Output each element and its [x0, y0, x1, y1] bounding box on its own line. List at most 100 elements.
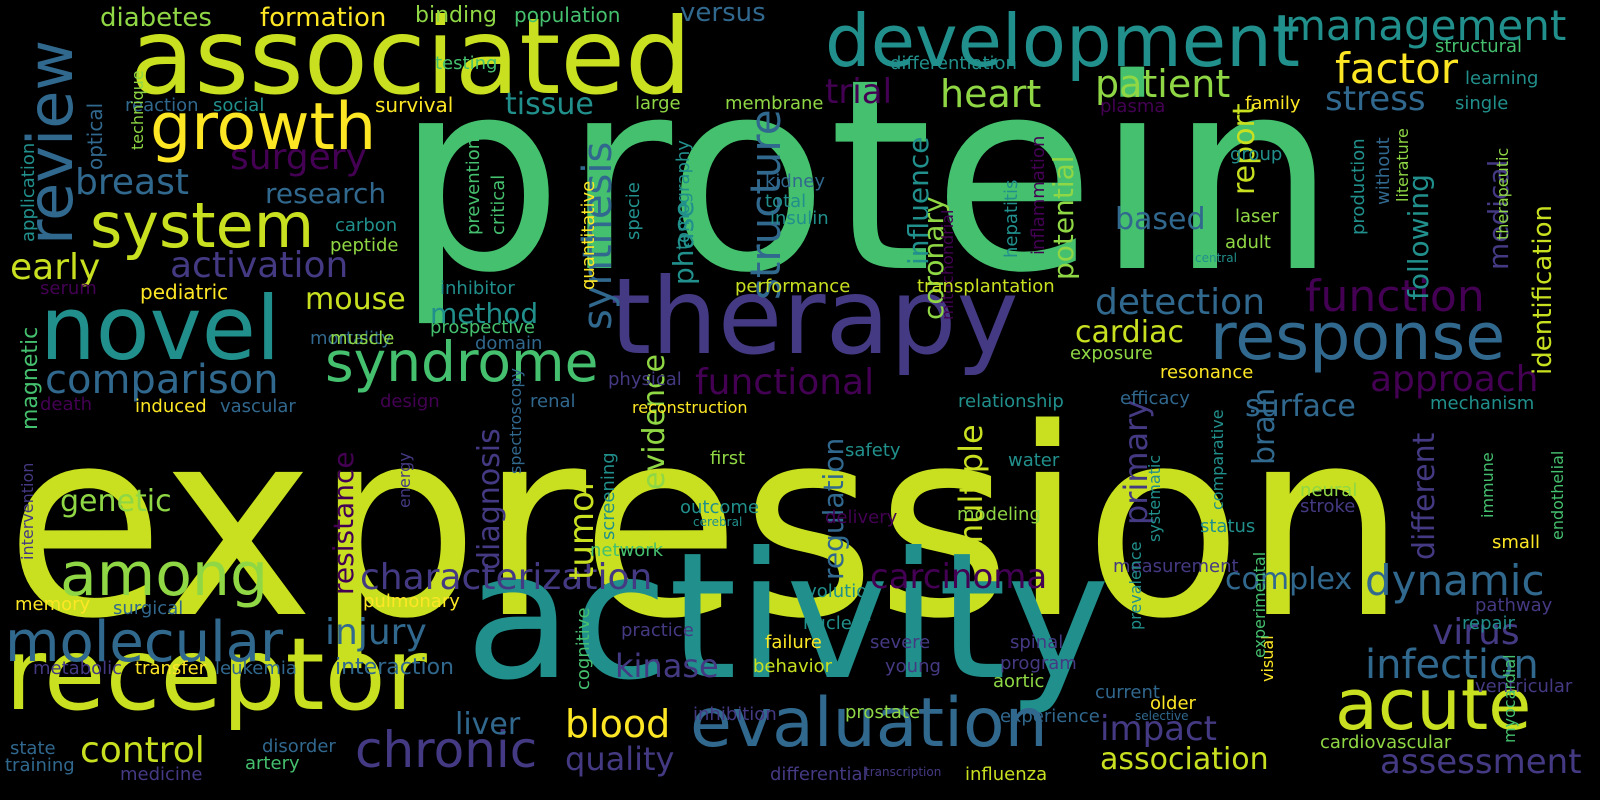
word-novel: novel	[40, 277, 281, 380]
word-domain: domain	[475, 333, 543, 354]
word-resistance: resistance	[327, 451, 360, 595]
word-carcinoma: carcinoma	[870, 557, 1048, 597]
word-cognitive: cognitive	[573, 607, 594, 690]
word-therapy: therapy	[610, 256, 1019, 378]
word-heart: heart	[940, 72, 1042, 116]
word-formation: formation	[260, 3, 387, 33]
word-aortic: aortic	[993, 671, 1045, 692]
word-young: young	[885, 656, 941, 677]
word-influenza: influenza	[965, 764, 1048, 785]
word-liver: liver	[455, 707, 521, 742]
word-prevention: prevention	[463, 137, 484, 235]
word-impact: impact	[1100, 709, 1218, 749]
word-management: management	[1285, 1, 1567, 50]
word-reaction: reaction	[125, 95, 199, 116]
word-muscle: muscle	[330, 328, 395, 349]
word-pathway: pathway	[1475, 595, 1553, 616]
word-modeling: modeling	[957, 504, 1041, 525]
word-membrane: membrane	[725, 93, 824, 114]
word-water: water	[1008, 450, 1060, 471]
word-systematic: systematic	[1145, 454, 1164, 542]
word-stress: stress	[1325, 79, 1426, 119]
word-multiple: multiple	[952, 424, 990, 555]
word-reconstruction: reconstruction	[632, 398, 748, 417]
word-peptide: peptide	[330, 235, 399, 256]
word-technique: technique	[128, 70, 147, 150]
word-mechanism: mechanism	[1430, 393, 1535, 414]
word-screening: screening	[598, 452, 619, 540]
word-physical: physical	[608, 369, 682, 390]
word-activation: activation	[170, 245, 349, 286]
word-safety: safety	[845, 440, 901, 461]
word-outcome: outcome	[680, 497, 759, 518]
word-cardiovascular: cardiovascular	[1320, 732, 1452, 753]
word-dynamic: dynamic	[1365, 556, 1545, 605]
word-assessment: assessment	[1380, 742, 1582, 782]
word-carbon: carbon	[335, 215, 398, 236]
word-chronic: chronic	[355, 721, 538, 779]
word-comparative: comparative	[1208, 409, 1227, 510]
word-myocardial: myocardial	[1500, 654, 1519, 743]
word-medicine: medicine	[120, 764, 203, 785]
word-potential: potential	[1047, 155, 1080, 280]
word-approach: approach	[1370, 359, 1539, 400]
word-characterization: characterization	[360, 557, 653, 598]
word-resonance: resonance	[1160, 362, 1254, 383]
word-spectroscopy: spectroscopy	[506, 368, 525, 474]
word-transplantation: transplantation	[917, 276, 1055, 297]
word-learning: learning	[1465, 68, 1539, 89]
word-versus: versus	[680, 0, 766, 28]
word-production: production	[1348, 138, 1369, 235]
word-association: association	[1100, 742, 1269, 777]
word-death: death	[40, 394, 92, 415]
word-induced: induced	[135, 396, 207, 417]
word-nuclear: nuclear	[803, 613, 871, 634]
word-therapeutic: therapeutic	[1493, 147, 1512, 240]
word-blood: blood	[565, 702, 671, 746]
word-development: development	[825, 0, 1300, 83]
word-network: network	[590, 540, 664, 561]
word-disorder: disorder	[262, 736, 336, 757]
word-neural: neural	[1300, 480, 1358, 501]
word-molecular: molecular	[5, 610, 284, 675]
word-structural: structural	[1435, 36, 1523, 57]
word-protein: protein	[395, 23, 1337, 331]
word-functional: functional	[695, 362, 875, 403]
word-transcription: transcription	[865, 765, 942, 779]
word-severe: severe	[870, 632, 931, 653]
word-magnetic: magnetic	[18, 326, 43, 430]
word-adult: adult	[1225, 232, 1271, 253]
word-research: research	[265, 177, 387, 210]
word-pediatric: pediatric	[140, 280, 229, 304]
word-evaluation: evaluation	[690, 684, 1048, 763]
word-activity: activity	[465, 516, 1111, 719]
word-leukemia: leukemia	[215, 658, 297, 679]
word-spinal: spinal	[1010, 632, 1064, 653]
word-breast: breast	[75, 162, 189, 203]
word-inhibition: inhibition	[693, 704, 777, 725]
word-complex: complex	[1225, 562, 1353, 597]
word-ventricular: ventricular	[1475, 676, 1573, 697]
word-optical: optical	[83, 102, 107, 170]
word-small: small	[1492, 532, 1540, 553]
word-testing: testing	[435, 53, 498, 74]
word-practice: practice	[621, 620, 694, 641]
word-group: group	[1230, 144, 1283, 165]
word-method: method	[430, 297, 539, 330]
word-hepatitis: hepatitis	[1001, 179, 1022, 258]
word-experience: experience	[1000, 706, 1100, 727]
word-efficacy: efficacy	[1120, 388, 1190, 409]
word-based: based	[1115, 202, 1206, 237]
word-literature: literature	[1393, 128, 1412, 202]
word-artery: artery	[245, 753, 300, 774]
word-response: response	[1210, 300, 1506, 375]
word-intervention: intervention	[18, 462, 37, 560]
word-syndrome: syndrome	[325, 330, 599, 394]
word-expression: expression	[5, 374, 1408, 676]
word-memory: memory	[15, 594, 91, 615]
word-without: without	[1373, 137, 1394, 205]
word-relationship: relationship	[958, 391, 1064, 412]
word-differentiation: differentiation	[890, 53, 1017, 74]
word-social: social	[213, 95, 265, 116]
word-insulin: insulin	[770, 208, 829, 229]
